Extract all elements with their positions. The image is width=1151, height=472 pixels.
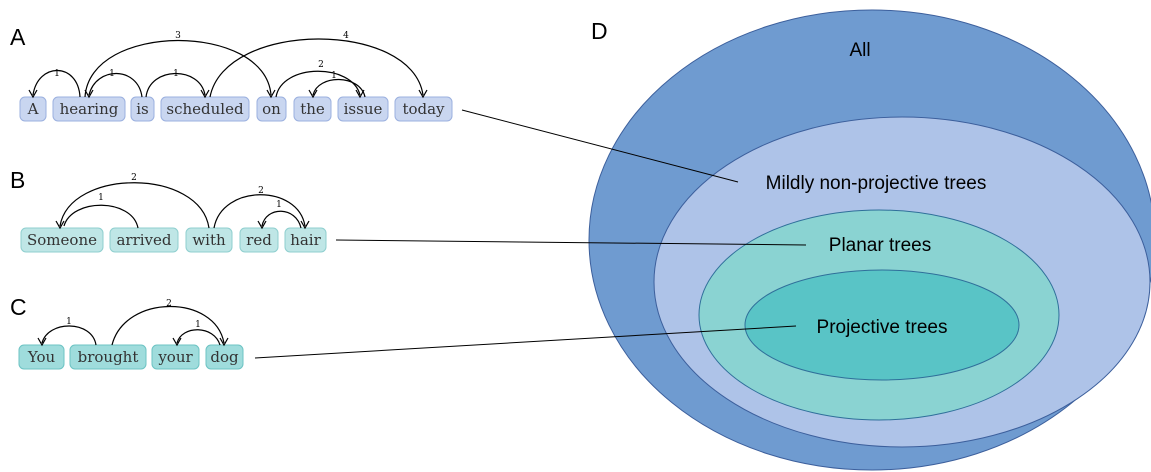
word-a-0: A xyxy=(27,100,39,118)
panel-a: A A hearing is scheduled on xyxy=(10,24,453,122)
word-c-3: dog xyxy=(210,348,239,366)
panel-b-arcs: 2 1 2 1 xyxy=(55,173,310,230)
arc-c-brought-dog xyxy=(111,305,225,346)
word-c-0: You xyxy=(27,348,56,366)
connectors xyxy=(254,109,807,359)
word-box-c-1: brought xyxy=(69,344,147,370)
word-box-c-0: You xyxy=(18,344,65,370)
word-box-b-3: red xyxy=(239,227,279,253)
word-a-5: the xyxy=(300,100,325,118)
word-box-a-7: today xyxy=(394,96,453,122)
set-label-mildly-non-projective: Mildly non-projective trees xyxy=(766,173,987,194)
word-box-a-2: is xyxy=(130,96,155,122)
word-b-0: Someone xyxy=(27,231,97,249)
panel-b: B Someone arrived with red hair xyxy=(10,167,327,253)
arrowhead-icon xyxy=(28,89,38,99)
arc-label-c-1: 2 xyxy=(166,299,172,309)
word-box-a-5: the xyxy=(293,96,332,122)
arc-b-arrived-someone xyxy=(63,204,139,229)
arc-a-on-issue xyxy=(275,70,361,98)
panel-a-letter: A xyxy=(10,24,26,50)
arc-label-a-3: 1 xyxy=(173,69,179,79)
word-box-a-6: issue xyxy=(337,96,389,122)
word-a-3: scheduled xyxy=(166,100,244,118)
word-c-2: your xyxy=(157,348,193,366)
arrowhead-icon xyxy=(172,337,182,347)
panel-d-letter: D xyxy=(591,18,608,44)
word-a-2: is xyxy=(136,100,149,118)
arc-a-is-hearing xyxy=(88,73,143,98)
word-box-c-3: dog xyxy=(205,344,244,370)
word-box-b-0: Someone xyxy=(20,227,104,253)
word-b-3: red xyxy=(246,231,272,249)
word-box-a-1: hearing xyxy=(52,96,126,122)
word-box-a-4: on xyxy=(256,96,287,122)
word-a-1: hearing xyxy=(60,100,119,118)
word-box-b-2: with xyxy=(185,227,233,253)
word-b-2: with xyxy=(192,231,226,249)
panel-a-words: A hearing is scheduled on the xyxy=(19,96,453,122)
arc-label-a-4: 4 xyxy=(343,31,349,41)
arrowhead-icon xyxy=(37,337,47,347)
word-box-a-3: scheduled xyxy=(160,96,250,122)
arc-label-b-2: 2 xyxy=(258,186,264,196)
arc-label-a-6: 1 xyxy=(331,71,337,81)
arc-a-scheduled-today xyxy=(209,38,424,98)
arc-a-is-scheduled xyxy=(145,73,206,98)
arc-label-a-0: 1 xyxy=(54,69,60,79)
word-box-c-2: your xyxy=(151,344,200,370)
arrowhead-icon xyxy=(266,89,276,99)
panel-c-words: You brought your dog xyxy=(18,344,244,370)
set-label-all: All xyxy=(849,40,870,61)
arc-a-hearing-on xyxy=(84,39,272,98)
arrowhead-icon xyxy=(355,89,365,99)
arc-label-a-1: 1 xyxy=(109,69,115,79)
word-a-4: on xyxy=(262,100,281,118)
word-c-1: brought xyxy=(78,348,139,366)
arrowhead-icon xyxy=(55,220,65,230)
panel-a-arcs: 1 1 3 1 4 2 1 xyxy=(28,31,428,99)
arc-label-b-3: 1 xyxy=(276,200,282,210)
arc-b-with-someone xyxy=(59,182,210,229)
arc-a-hearing-a xyxy=(32,70,81,98)
word-b-1: arrived xyxy=(116,231,171,249)
arc-label-b-0: 2 xyxy=(131,173,137,183)
arrowhead-icon xyxy=(200,89,210,99)
connector-b-planar xyxy=(335,239,807,246)
word-a-6: issue xyxy=(344,100,383,118)
word-a-7: today xyxy=(402,100,445,118)
arc-label-c-0: 1 xyxy=(66,317,72,327)
set-label-planar: Planar trees xyxy=(829,235,931,256)
word-box-a-0: A xyxy=(19,96,47,122)
arrowhead-icon xyxy=(84,89,94,99)
arc-label-b-1: 1 xyxy=(98,193,104,203)
panel-c: C You brought your dog 1 xyxy=(10,294,244,370)
arrowhead-icon xyxy=(300,220,310,230)
arc-label-c-2: 1 xyxy=(195,320,201,330)
arrowhead-icon xyxy=(418,89,428,99)
set-label-projective: Projective trees xyxy=(817,317,948,338)
arc-a-issue-the xyxy=(312,78,366,98)
word-b-4: hair xyxy=(290,231,321,249)
arrowhead-icon xyxy=(308,89,318,99)
panel-d: D All Mildly non-projective trees Planar… xyxy=(588,9,1151,471)
connector-a-mildly xyxy=(461,109,739,183)
word-box-b-1: arrived xyxy=(109,227,179,253)
connector-c-projective xyxy=(254,325,797,359)
panel-c-letter: C xyxy=(10,294,27,320)
set-projective xyxy=(744,269,1020,381)
panel-b-letter: B xyxy=(10,167,25,193)
arrowhead-icon xyxy=(219,337,229,347)
arc-label-a-2: 3 xyxy=(175,31,181,41)
arc-c-brought-you xyxy=(41,325,97,346)
arc-label-a-5: 2 xyxy=(318,60,324,70)
panel-b-words: Someone arrived with red hair xyxy=(20,227,327,253)
arc-c-dog-your xyxy=(176,329,221,346)
panel-c-arcs: 1 2 1 xyxy=(37,299,229,347)
word-box-b-4: hair xyxy=(284,227,327,253)
arc-b-hair-red xyxy=(261,210,302,229)
arrowhead-icon xyxy=(257,220,267,230)
arc-b-with-hair xyxy=(213,194,306,229)
